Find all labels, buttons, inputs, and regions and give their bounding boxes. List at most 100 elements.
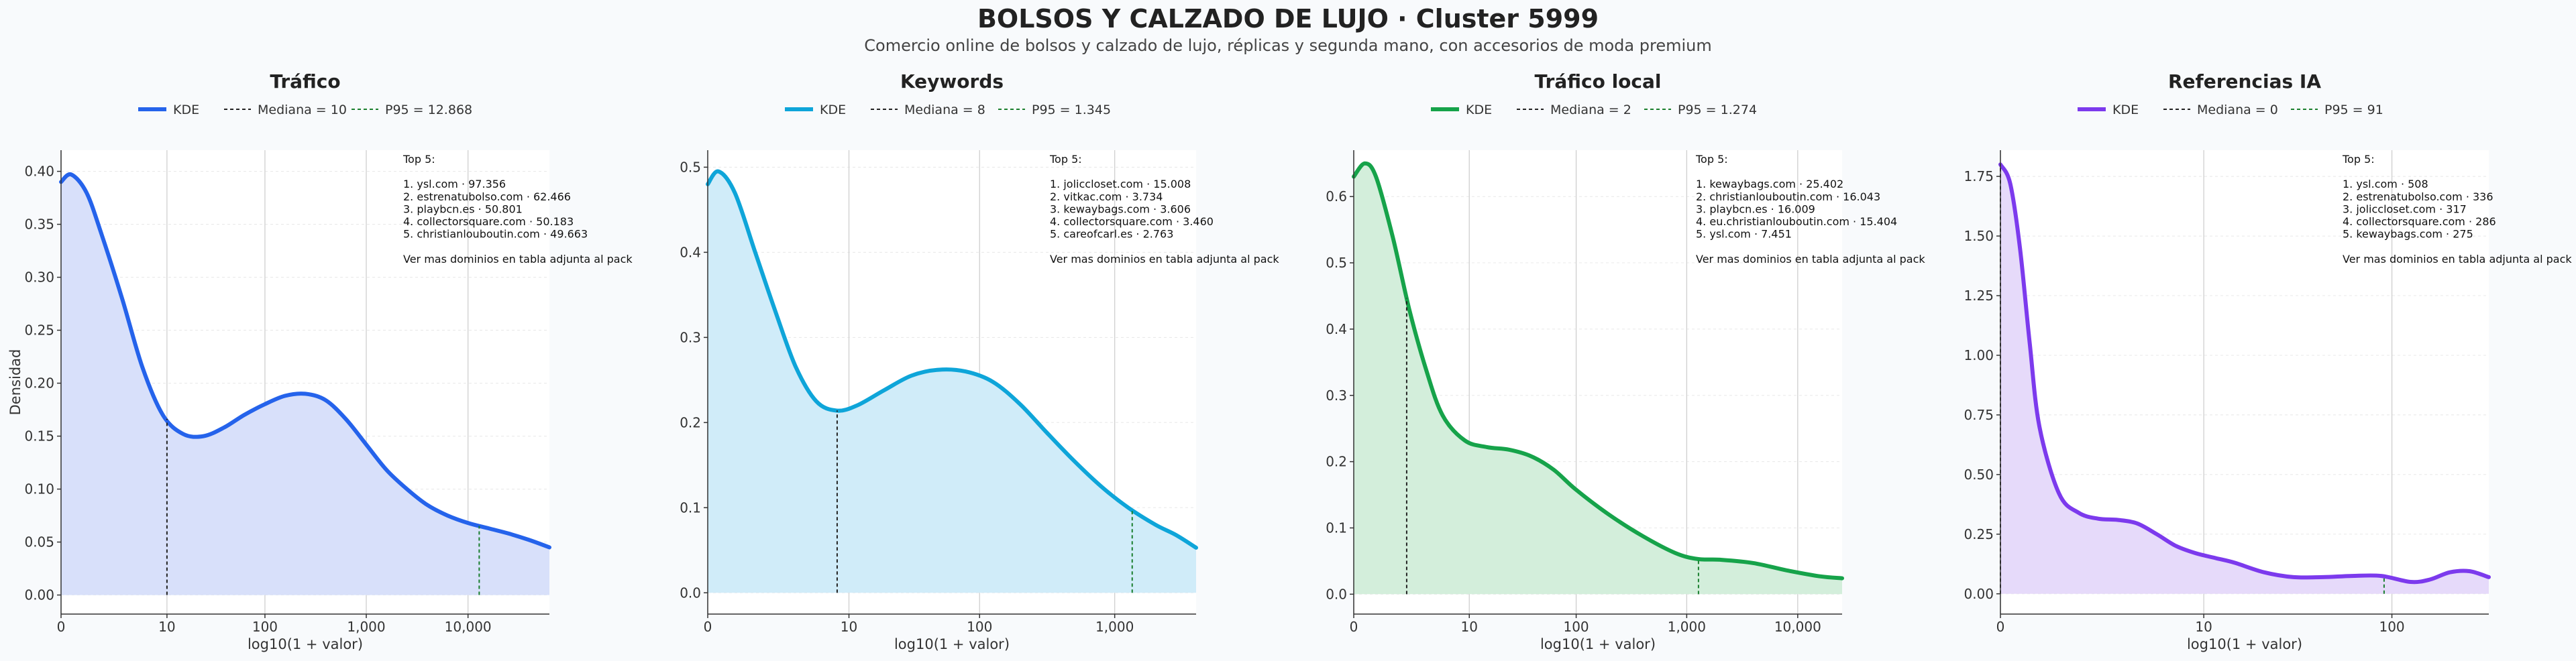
y-tick-label: 0.6 [1326, 188, 1347, 204]
chart-panel-1: 0.00 0.05 0.10 0.15 0.20 0.25 0.30 0.35 0.40 0 10 1… [7, 70, 633, 652]
legend-median-label: Mediana = 10 [258, 103, 347, 117]
x-tick-label: 100 [1563, 619, 1589, 635]
top5-annotation-line: 2. estrenatubolso.com · 62.466 [403, 190, 571, 203]
y-tick-label: 0.30 [24, 269, 54, 286]
top5-annotation-line: Ver mas dominios en tabla adjunta al pac… [1696, 253, 1925, 265]
y-tick-label: 0.1 [680, 499, 701, 516]
x-axis-label: log10(1 + valor) [894, 636, 1010, 652]
x-axis-label: log10(1 + valor) [1540, 636, 1656, 652]
y-tick-label: 0.1 [1326, 520, 1347, 536]
kde-area [61, 174, 549, 595]
top5-annotation-line: Ver mas dominios en tabla adjunta al pac… [403, 253, 633, 265]
y-tick-label: 0.0 [1326, 586, 1347, 602]
panel-title: Keywords [900, 70, 1004, 93]
top5-annotation-line: Ver mas dominios en tabla adjunta al pac… [2343, 253, 2572, 265]
kde-area [708, 171, 1196, 593]
top5-annotation-line: 3. playbcn.es · 50.801 [403, 202, 523, 215]
y-tick-label: 0.05 [24, 534, 54, 550]
y-tick-label: 0.20 [24, 375, 54, 392]
top5-annotation-line: Top 5: [2342, 153, 2375, 166]
x-axis-label: log10(1 + valor) [248, 636, 363, 652]
top5-annotation-line: 2. vitkac.com · 3.734 [1050, 190, 1163, 203]
x-tick-label: 0 [57, 619, 66, 635]
y-tick-label: 1.50 [1964, 228, 1994, 244]
y-tick-label: 0.2 [1326, 454, 1347, 470]
top5-annotation-line: Ver mas dominios en tabla adjunta al pac… [1050, 253, 1279, 265]
x-tick-label: 10 [2195, 619, 2212, 635]
x-tick-label: 1,000 [1668, 619, 1706, 635]
y-tick-label: 0.10 [24, 481, 54, 497]
y-tick-label: 0.15 [24, 428, 54, 444]
x-tick-label: 10,000 [1774, 619, 1821, 635]
kde-area [2000, 164, 2489, 594]
y-tick-label: 1.25 [1964, 288, 1994, 304]
y-tick-label: 0.3 [1326, 387, 1347, 404]
top5-annotation-line: 3. playbcn.es · 16.009 [1696, 202, 1815, 215]
legend-p95-label: P95 = 1.274 [1678, 103, 1757, 117]
x-tick-label: 10 [1461, 619, 1478, 635]
kde-line [1352, 161, 1844, 581]
y-axis-label: Densidad [7, 349, 23, 416]
y-tick-label: 0.00 [24, 587, 54, 603]
x-tick-label: 0 [1996, 619, 2005, 635]
legend-kde-label: KDE [820, 103, 846, 117]
top5-annotation-line: Top 5: [1049, 153, 1082, 166]
legend-median-label: Mediana = 2 [1550, 103, 1631, 117]
top5-annotation-line: 2. christianlouboutin.com · 16.043 [1696, 190, 1880, 203]
chart-panel-3: 0.0 0.1 0.2 0.3 0.4 0.5 0.6 0 10 100 1,000 10,000 lo… [1326, 70, 1925, 652]
x-axis-label: log10(1 + valor) [2187, 636, 2302, 652]
page-title: BOLSOS Y CALZADO DE LUJO · Cluster 5999 [977, 4, 1599, 34]
legend-median-label: Mediana = 8 [904, 103, 985, 117]
top5-annotation-line: 2. estrenatubolso.com · 336 [2343, 190, 2493, 203]
top5-annotation-line: 1. ysl.com · 508 [2343, 178, 2428, 190]
top5-annotation-line: 5. ysl.com · 7.451 [1696, 228, 1792, 241]
y-tick-label: 1.75 [1964, 168, 1994, 184]
x-tick-label: 100 [967, 619, 992, 635]
x-tick-label: 1,000 [1095, 619, 1134, 635]
top5-annotation-line: Top 5: [1695, 153, 1728, 166]
x-tick-label: 10 [841, 619, 857, 635]
y-tick-label: 0.5 [1326, 255, 1347, 271]
legend-kde-label: KDE [173, 103, 199, 117]
top5-annotation-line: 3. kewaybags.com · 3.606 [1050, 202, 1191, 215]
top5-annotation-line: 5. kewaybags.com · 275 [2343, 228, 2473, 241]
y-tick-label: 0.25 [24, 322, 54, 339]
legend-p95-label: P95 = 12.868 [385, 103, 472, 117]
y-tick-label: 1.00 [1964, 347, 1994, 363]
x-tick-label: 1,000 [347, 619, 385, 635]
legend-kde-label: KDE [1466, 103, 1492, 117]
panel-title: Tráfico local [1535, 70, 1662, 93]
y-tick-label: 0.2 [680, 414, 701, 430]
top5-annotation-line: 1. kewaybags.com · 25.402 [1696, 178, 1843, 190]
kde-line [706, 169, 1198, 550]
panel-title: Referencias IA [2168, 70, 2321, 93]
x-tick-label: 100 [2379, 619, 2404, 635]
x-tick-label: 10,000 [445, 619, 492, 635]
y-tick-label: 0.50 [1964, 467, 1994, 483]
y-tick-label: 0.40 [24, 164, 54, 180]
kde-line [1998, 162, 2491, 585]
legend-kde-label: KDE [2112, 103, 2139, 117]
x-tick-label: 10 [158, 619, 175, 635]
legend-median-label: Mediana = 0 [2197, 103, 2278, 117]
top5-annotation-line: 5. careofcarl.es · 2.763 [1050, 228, 1173, 241]
chart-panel-2: 0.0 0.1 0.2 0.3 0.4 0.5 0 10 100 1,000 log10(1 + v… [680, 70, 1279, 652]
x-tick-label: 0 [1350, 619, 1358, 635]
top5-annotation-line: 4. eu.christianlouboutin.com · 15.404 [1696, 215, 1897, 228]
panel-title: Tráfico [270, 70, 340, 93]
top5-annotation-line: 3. joliccloset.com · 317 [2343, 202, 2467, 215]
top5-annotation-line: 5. christianlouboutin.com · 49.663 [403, 228, 588, 241]
y-tick-label: 0.25 [1964, 526, 1994, 542]
x-tick-label: 100 [252, 619, 278, 635]
y-tick-label: 0.35 [24, 217, 54, 233]
top5-annotation-line: 1. joliccloset.com · 15.008 [1050, 178, 1191, 190]
top5-annotation-line: 1. ysl.com · 97.356 [403, 178, 506, 190]
y-tick-label: 0.4 [680, 244, 701, 260]
y-tick-label: 0.0 [680, 585, 701, 601]
y-tick-label: 0.4 [1326, 321, 1347, 337]
chart-panel-4: 0.00 0.25 0.50 0.75 1.00 1.25 1.50 1.75 0 10 100 lo… [1964, 70, 2572, 652]
kde-line [59, 172, 551, 550]
top5-annotation-line: Top 5: [402, 153, 435, 166]
top5-annotation-line: 4. collectorsquare.com · 50.183 [403, 215, 574, 228]
